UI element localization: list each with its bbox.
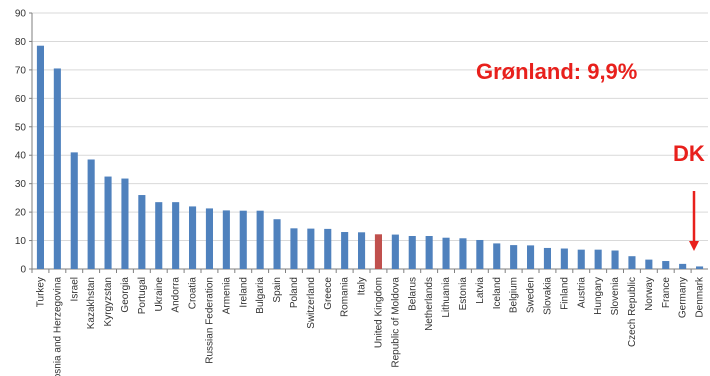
bars — [36, 45, 704, 269]
x-category-label: Germany — [678, 277, 689, 318]
bar-latvia — [476, 239, 484, 269]
x-category-label: Switzerland — [306, 277, 317, 329]
y-tick-label: 70 — [15, 65, 27, 76]
bar-switzerland — [307, 228, 315, 269]
x-category-label: Kazakhstan — [86, 277, 97, 329]
y-tick-label: 30 — [15, 179, 27, 190]
x-category-label: Greece — [323, 277, 334, 310]
bar-iceland — [493, 243, 501, 269]
bar-armenia — [222, 210, 230, 269]
y-tick-label: 50 — [15, 122, 27, 133]
bar-turkey — [36, 45, 44, 269]
bar-france — [662, 261, 670, 269]
bar-united-kingdom — [374, 234, 382, 269]
x-category-label: Belgium — [509, 277, 520, 313]
x-category-label: Romania — [340, 277, 351, 317]
x-category-label: Kyrgyzstan — [103, 277, 114, 326]
bar-greece — [324, 228, 332, 269]
bar-sweden — [527, 245, 535, 269]
bar-germany — [679, 263, 687, 269]
bar-slovakia — [543, 247, 551, 269]
y-tick-label: 0 — [20, 265, 26, 276]
x-category-label: Belarus — [407, 277, 418, 311]
bar-portugal — [138, 195, 146, 269]
y-tick-label: 90 — [15, 9, 27, 20]
dk-annotation: DK — [673, 141, 705, 166]
category-labels: Turkey Bosnia and Herzegovina Israel Kazakh… — [35, 276, 705, 376]
y-tick-label: 60 — [15, 94, 27, 105]
bar-kyrgyzstan — [104, 176, 112, 269]
bar-denmark — [696, 266, 704, 269]
bar-finland — [560, 248, 568, 269]
bar-austria — [577, 249, 585, 269]
bar-italy — [358, 232, 366, 269]
y-tick-label: 10 — [15, 236, 27, 247]
x-category-label: Ukraine — [154, 277, 165, 312]
bar-ireland — [239, 210, 247, 269]
y-tick-label: 80 — [15, 37, 27, 48]
bar-slovenia — [611, 250, 619, 269]
x-category-label: Bulgaria — [255, 277, 266, 314]
x-category-label: Italy — [357, 277, 368, 295]
x-category-label: Armenia — [221, 277, 232, 315]
bar-bosnia-and-herzegovina — [53, 68, 61, 269]
bar-romania — [341, 232, 349, 269]
x-category-label: Latvia — [475, 277, 486, 304]
gridlines — [32, 12, 708, 242]
bar-spain — [273, 219, 281, 269]
bar-belarus — [408, 236, 416, 269]
x-category-label: Sweden — [526, 277, 537, 313]
bar-poland — [290, 228, 298, 269]
bar-croatia — [189, 206, 197, 269]
bar-lithuania — [442, 237, 450, 269]
x-category-label: Republic of Moldova — [390, 277, 401, 368]
bar-ukraine — [155, 202, 163, 269]
x-category-label: Portugal — [137, 277, 148, 314]
x-category-label: Slovenia — [610, 277, 621, 316]
x-category-label: Norway — [644, 277, 655, 311]
x-category-label: United Kingdom — [373, 277, 384, 348]
x-category-label: Turkey — [35, 277, 46, 307]
bar-netherlands — [425, 236, 433, 269]
x-category-label: Slovakia — [542, 277, 553, 315]
x-category-label: Hungary — [593, 277, 604, 315]
x-category-label: Ireland — [238, 277, 249, 308]
x-category-label: Finland — [559, 277, 570, 310]
x-category-label: Poland — [289, 277, 300, 308]
bar-kazakhstan — [87, 159, 95, 269]
bar-belgium — [510, 245, 518, 269]
x-category-label: Andorra — [171, 277, 182, 313]
x-category-label: Bosnia and Herzegovina — [52, 277, 63, 376]
greenland-annotation: Grønland: 9,9% — [476, 59, 637, 84]
x-category-label: Denmark — [695, 276, 706, 318]
x-category-label: Estonia — [458, 277, 469, 311]
x-category-label: Croatia — [188, 277, 199, 310]
bar-czech-republic — [628, 256, 636, 269]
bar-bulgaria — [256, 210, 264, 269]
x-category-label: Czech Republic — [627, 277, 638, 347]
x-category-label: Austria — [576, 277, 587, 309]
x-category-label: Iceland — [492, 277, 503, 309]
bar-estonia — [459, 238, 467, 269]
x-category-label: Spain — [272, 277, 283, 303]
bar-georgia — [121, 178, 129, 269]
x-category-label: Lithuania — [441, 277, 452, 318]
x-category-label: Russian Federation — [204, 277, 215, 364]
bar-norway — [645, 259, 653, 269]
bar-russian-federation — [205, 208, 213, 269]
bar-andorra — [172, 202, 180, 269]
x-category-label: Georgia — [120, 277, 131, 313]
x-category-label: France — [661, 277, 672, 309]
bar-republic-of-moldova — [391, 234, 399, 269]
x-category-label: Israel — [69, 277, 80, 301]
bar-hungary — [594, 249, 602, 269]
y-tick-label: 20 — [15, 208, 27, 219]
bar-israel — [70, 152, 78, 269]
y-tick-label: 40 — [15, 151, 27, 162]
x-category-label: Netherlands — [424, 277, 435, 331]
